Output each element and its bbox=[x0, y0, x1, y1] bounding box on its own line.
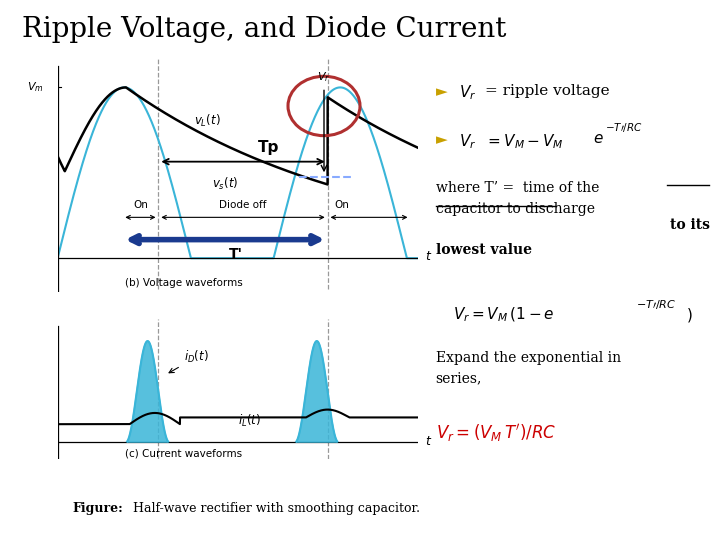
Text: $= V_M - V_M$: $= V_M - V_M$ bbox=[485, 132, 564, 151]
Text: Ripple Voltage, and Diode Current: Ripple Voltage, and Diode Current bbox=[22, 16, 506, 43]
Text: $V_r$: $V_r$ bbox=[459, 132, 476, 151]
Text: Expand the exponential in
series,: Expand the exponential in series, bbox=[436, 351, 621, 386]
Text: $v_L(t)$: $v_L(t)$ bbox=[194, 112, 221, 129]
Text: $V_r$: $V_r$ bbox=[459, 84, 476, 103]
Text: where T’ =  time of the
capacitor to discharge: where T’ = time of the capacitor to disc… bbox=[436, 181, 599, 215]
Text: On: On bbox=[335, 200, 349, 210]
Text: lowest value: lowest value bbox=[436, 243, 531, 257]
Text: $V_r$: $V_r$ bbox=[318, 70, 330, 84]
Text: $v_s(t)$: $v_s(t)$ bbox=[212, 176, 239, 192]
Text: (c) Current waveforms: (c) Current waveforms bbox=[125, 449, 242, 459]
Text: (b) Voltage waveforms: (b) Voltage waveforms bbox=[125, 278, 243, 288]
Text: $i_L(t)$: $i_L(t)$ bbox=[238, 413, 261, 429]
Text: to its: to its bbox=[670, 218, 710, 232]
Text: $V_r = (V_M\,T') / RC$: $V_r = (V_M\,T') / RC$ bbox=[436, 422, 556, 444]
Text: $t$: $t$ bbox=[425, 435, 432, 448]
Text: Tp: Tp bbox=[258, 140, 279, 156]
Text: Half-wave rectifier with smoothing capacitor.: Half-wave rectifier with smoothing capac… bbox=[133, 502, 420, 515]
Text: ►: ► bbox=[436, 132, 447, 147]
Text: Diode off: Diode off bbox=[220, 200, 266, 210]
Text: On: On bbox=[133, 200, 148, 210]
Text: $e$: $e$ bbox=[593, 132, 603, 146]
Text: = ripple voltage: = ripple voltage bbox=[485, 84, 609, 98]
Text: $-T\prime/RC$: $-T\prime/RC$ bbox=[605, 122, 642, 134]
Text: ►: ► bbox=[436, 84, 447, 99]
Text: $i_D(t)$: $i_D(t)$ bbox=[169, 349, 208, 373]
Text: T': T' bbox=[229, 247, 243, 261]
Text: $V_m$: $V_m$ bbox=[27, 80, 43, 94]
Text: Figure:: Figure: bbox=[72, 502, 122, 515]
Text: $V_r = V_M\,(1 - e$: $V_r = V_M\,(1 - e$ bbox=[453, 305, 554, 324]
Text: $-T\prime/RC$: $-T\prime/RC$ bbox=[636, 298, 676, 310]
Text: $t$: $t$ bbox=[425, 250, 432, 263]
Text: $)$: $)$ bbox=[685, 306, 692, 323]
